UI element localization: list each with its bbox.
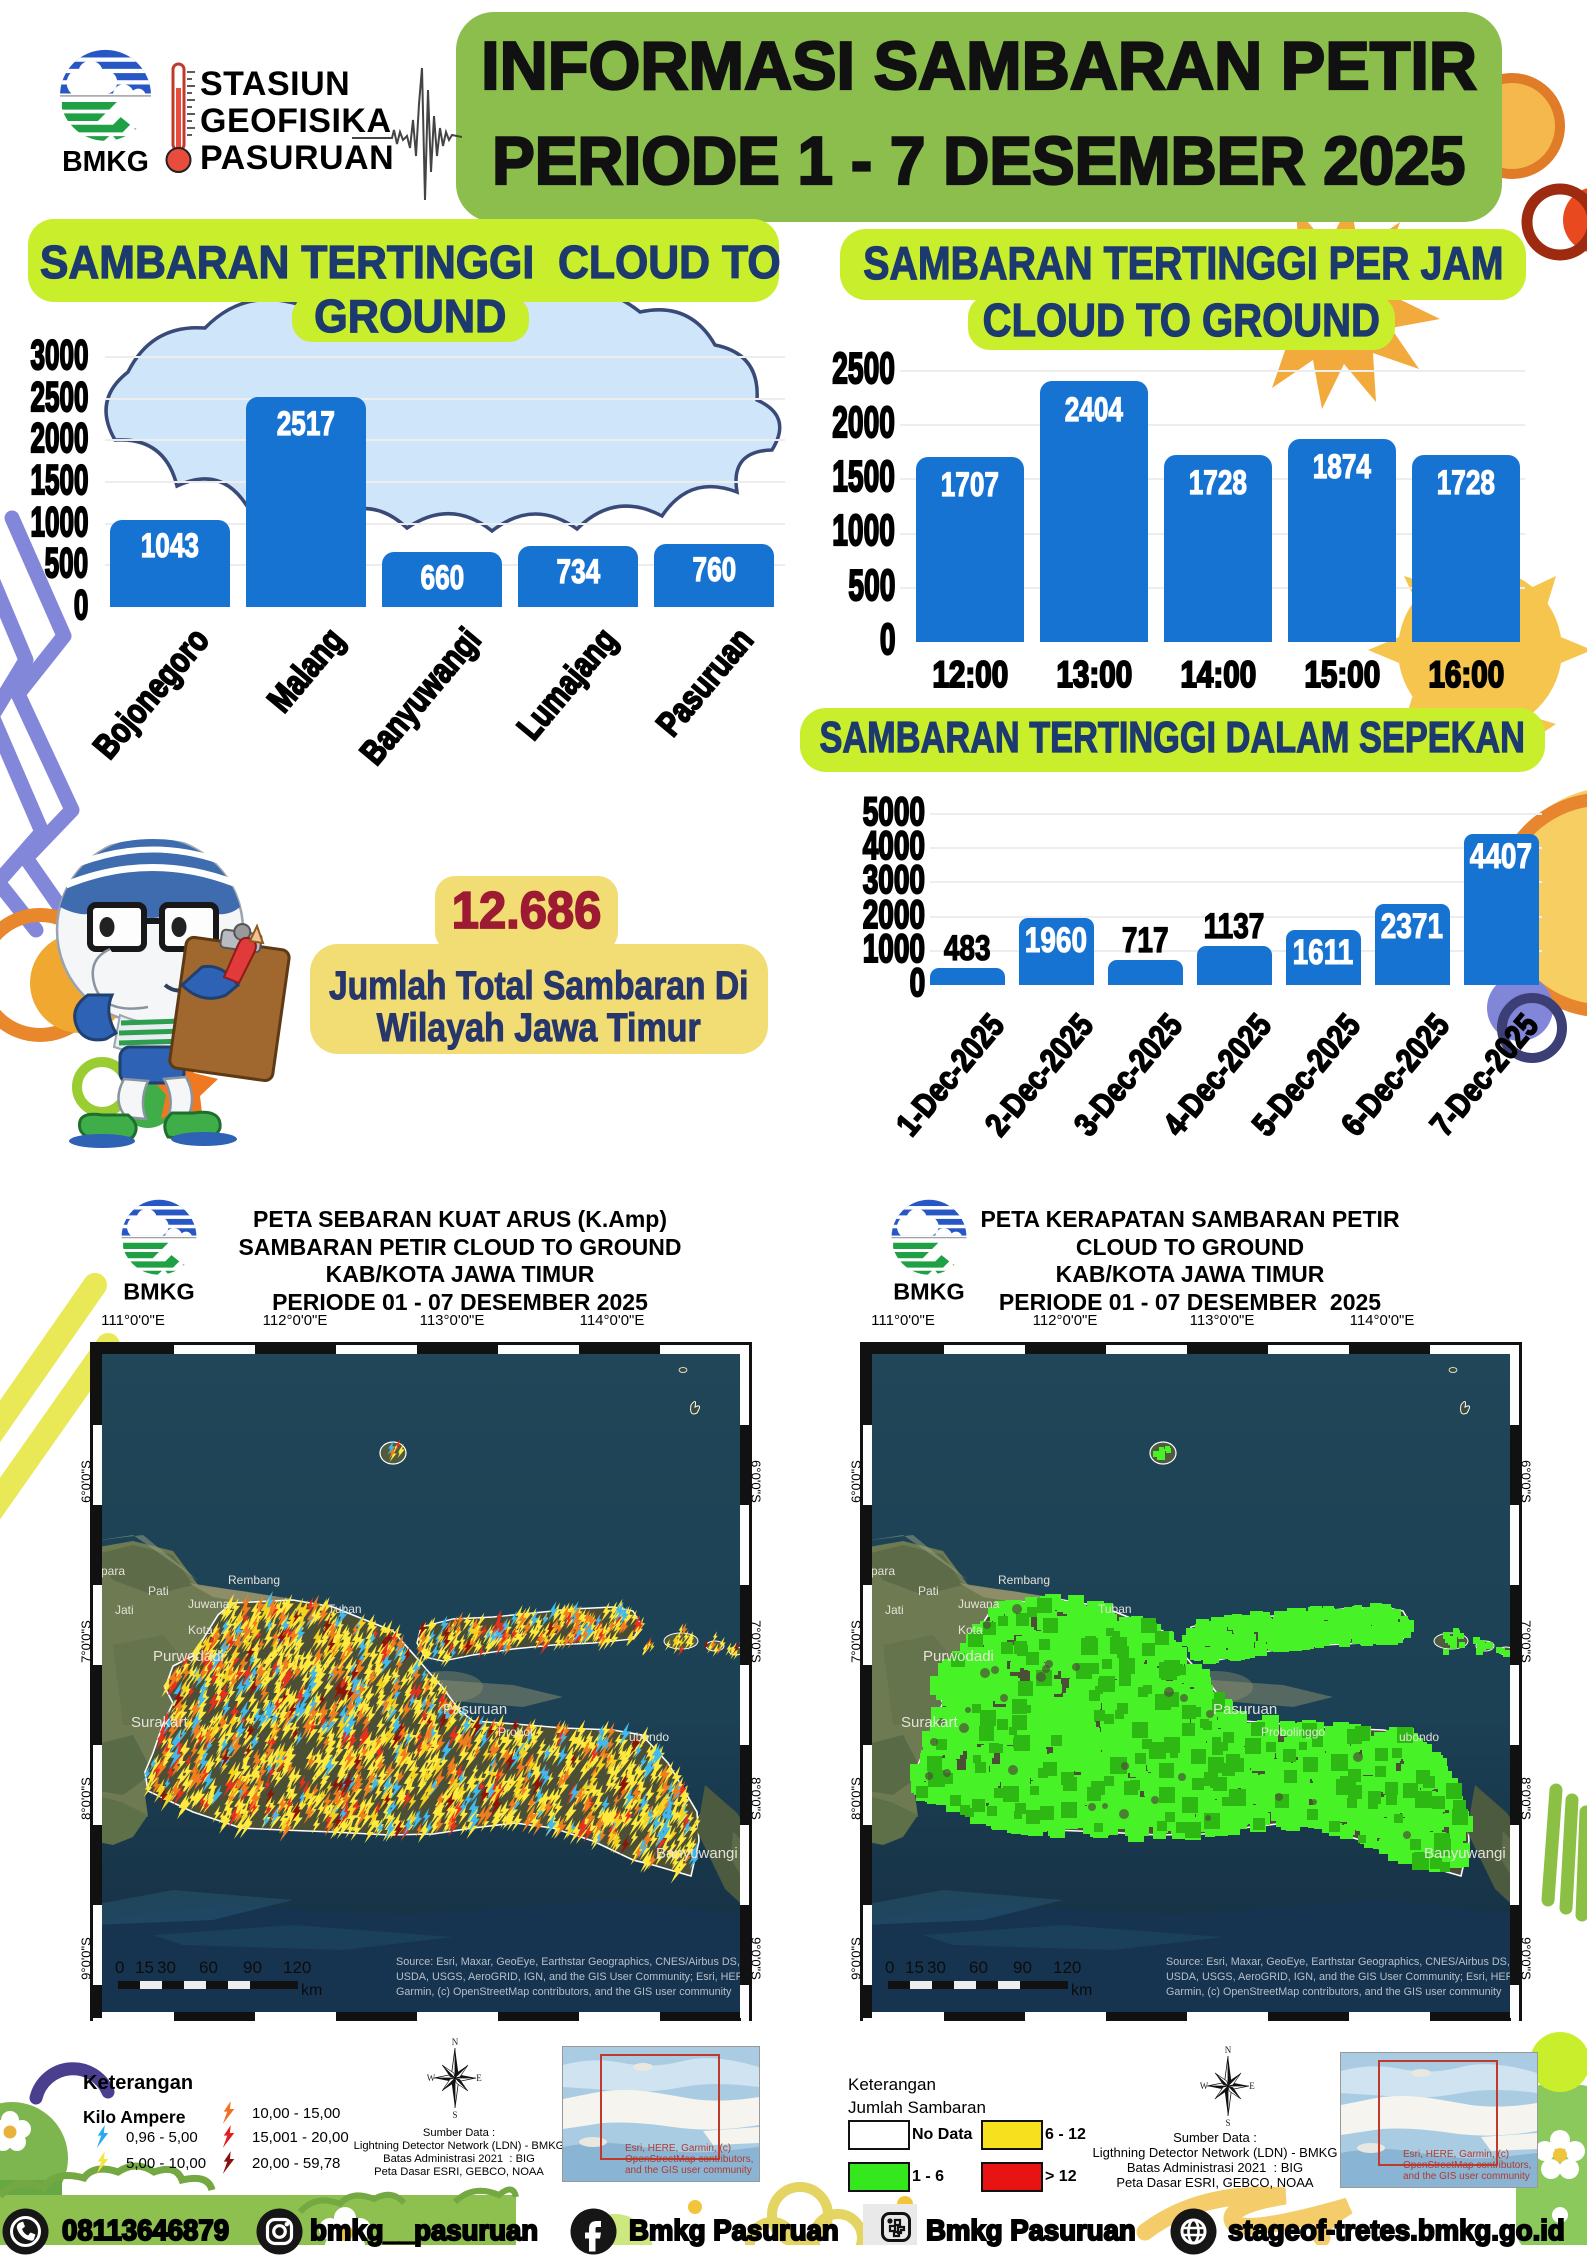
svg-text:Esri, HERE, Garmin, (c): Esri, HERE, Garmin, (c) <box>625 2143 731 2154</box>
svg-text:0: 0 <box>115 1958 124 1977</box>
svg-text:Esri, HERE, Garmin, (c): Esri, HERE, Garmin, (c) <box>1403 2149 1509 2160</box>
svg-text:Purwodadi: Purwodadi <box>923 1648 994 1665</box>
svg-text:90: 90 <box>243 1958 262 1977</box>
svg-text:para: para <box>871 1564 895 1578</box>
svg-text:Banyuwangi: Banyuwangi <box>1424 1845 1506 1862</box>
svg-text:Rembang: Rembang <box>228 1573 280 1587</box>
svg-text:Juwana: Juwana <box>958 1597 1000 1611</box>
svg-text:ubondo: ubondo <box>1399 1730 1439 1744</box>
svg-text:Probolinggo: Probolinggo <box>1261 1725 1325 1739</box>
svg-text:Pati: Pati <box>148 1584 169 1598</box>
svg-text:Pasuruan: Pasuruan <box>1213 1701 1277 1718</box>
svg-text:120: 120 <box>1053 1958 1081 1977</box>
svg-text:OpenStreetMap contributors,: OpenStreetMap contributors, <box>1403 2160 1531 2171</box>
svg-text:60: 60 <box>199 1958 218 1977</box>
svg-text:Banyuwangi: Banyuwangi <box>656 1845 738 1862</box>
svg-text:E: E <box>476 2073 482 2083</box>
svg-text:15: 15 <box>905 1958 924 1977</box>
svg-text:and the GIS user community: and the GIS user community <box>1403 2171 1530 2182</box>
svg-text:Garmin, (c) OpenStreetMap cont: Garmin, (c) OpenStreetMap contributors, … <box>396 1986 732 1998</box>
svg-text:N: N <box>452 2037 459 2047</box>
svg-text:E: E <box>1249 2081 1255 2091</box>
svg-text:Jati: Jati <box>115 1603 134 1617</box>
svg-text:Rembang: Rembang <box>998 1573 1050 1587</box>
svg-text:N: N <box>1225 2045 1232 2055</box>
svg-text:and the GIS user community: and the GIS user community <box>625 2165 752 2176</box>
svg-text:para: para <box>101 1564 125 1578</box>
svg-text:30: 30 <box>157 1958 176 1977</box>
svg-text:Probol: Probol <box>498 1725 533 1739</box>
svg-text:S: S <box>1225 2118 1230 2128</box>
svg-text:Surakart: Surakart <box>131 1714 189 1731</box>
svg-text:Juwana: Juwana <box>188 1597 230 1611</box>
svg-text:120: 120 <box>283 1958 311 1977</box>
svg-text:km: km <box>301 1982 322 1999</box>
svg-text:W: W <box>427 2073 436 2083</box>
svg-text:Source: Esri, Maxar, GeoEye, E: Source: Esri, Maxar, GeoEye, Earthstar G… <box>396 1956 740 1968</box>
svg-text:S: S <box>452 2110 457 2120</box>
svg-text:Kota: Kota <box>188 1623 213 1637</box>
svg-text:Jati: Jati <box>885 1603 904 1617</box>
svg-text:90: 90 <box>1013 1958 1032 1977</box>
svg-text:USDA, USGS, AeroGRID, IGN, and: USDA, USGS, AeroGRID, IGN, and the GIS U… <box>396 1971 749 1983</box>
svg-text:0: 0 <box>885 1958 894 1977</box>
svg-text:Kota: Kota <box>958 1623 983 1637</box>
svg-text:W: W <box>1200 2081 1209 2091</box>
svg-text:BMKG: BMKG <box>123 1279 194 1303</box>
svg-text:15: 15 <box>135 1958 154 1977</box>
svg-text:Surakart: Surakart <box>901 1714 959 1731</box>
svg-text:Tuban: Tuban <box>1098 1602 1132 1616</box>
svg-text:BMKG: BMKG <box>893 1279 964 1303</box>
svg-text:Purwodadi: Purwodadi <box>153 1648 224 1665</box>
svg-text:Pasuruan: Pasuruan <box>443 1701 507 1718</box>
svg-text:30: 30 <box>927 1958 946 1977</box>
svg-text:Garmin, (c) OpenStreetMap cont: Garmin, (c) OpenStreetMap contributors, … <box>1166 1986 1502 1998</box>
svg-text:60: 60 <box>969 1958 988 1977</box>
svg-text:Source: Esri, Maxar, GeoEye, E: Source: Esri, Maxar, GeoEye, Earthstar G… <box>1166 1956 1510 1968</box>
svg-text:km: km <box>1071 1982 1092 1999</box>
svg-text:Pati: Pati <box>918 1584 939 1598</box>
svg-text:BMKG: BMKG <box>62 146 149 175</box>
svg-text:OpenStreetMap contributors,: OpenStreetMap contributors, <box>625 2154 753 2165</box>
svg-text:Tuban: Tuban <box>328 1602 362 1616</box>
svg-text:USDA, USGS, AeroGRID, IGN, and: USDA, USGS, AeroGRID, IGN, and the GIS U… <box>1166 1971 1519 1983</box>
svg-text:ubondo: ubondo <box>629 1730 669 1744</box>
